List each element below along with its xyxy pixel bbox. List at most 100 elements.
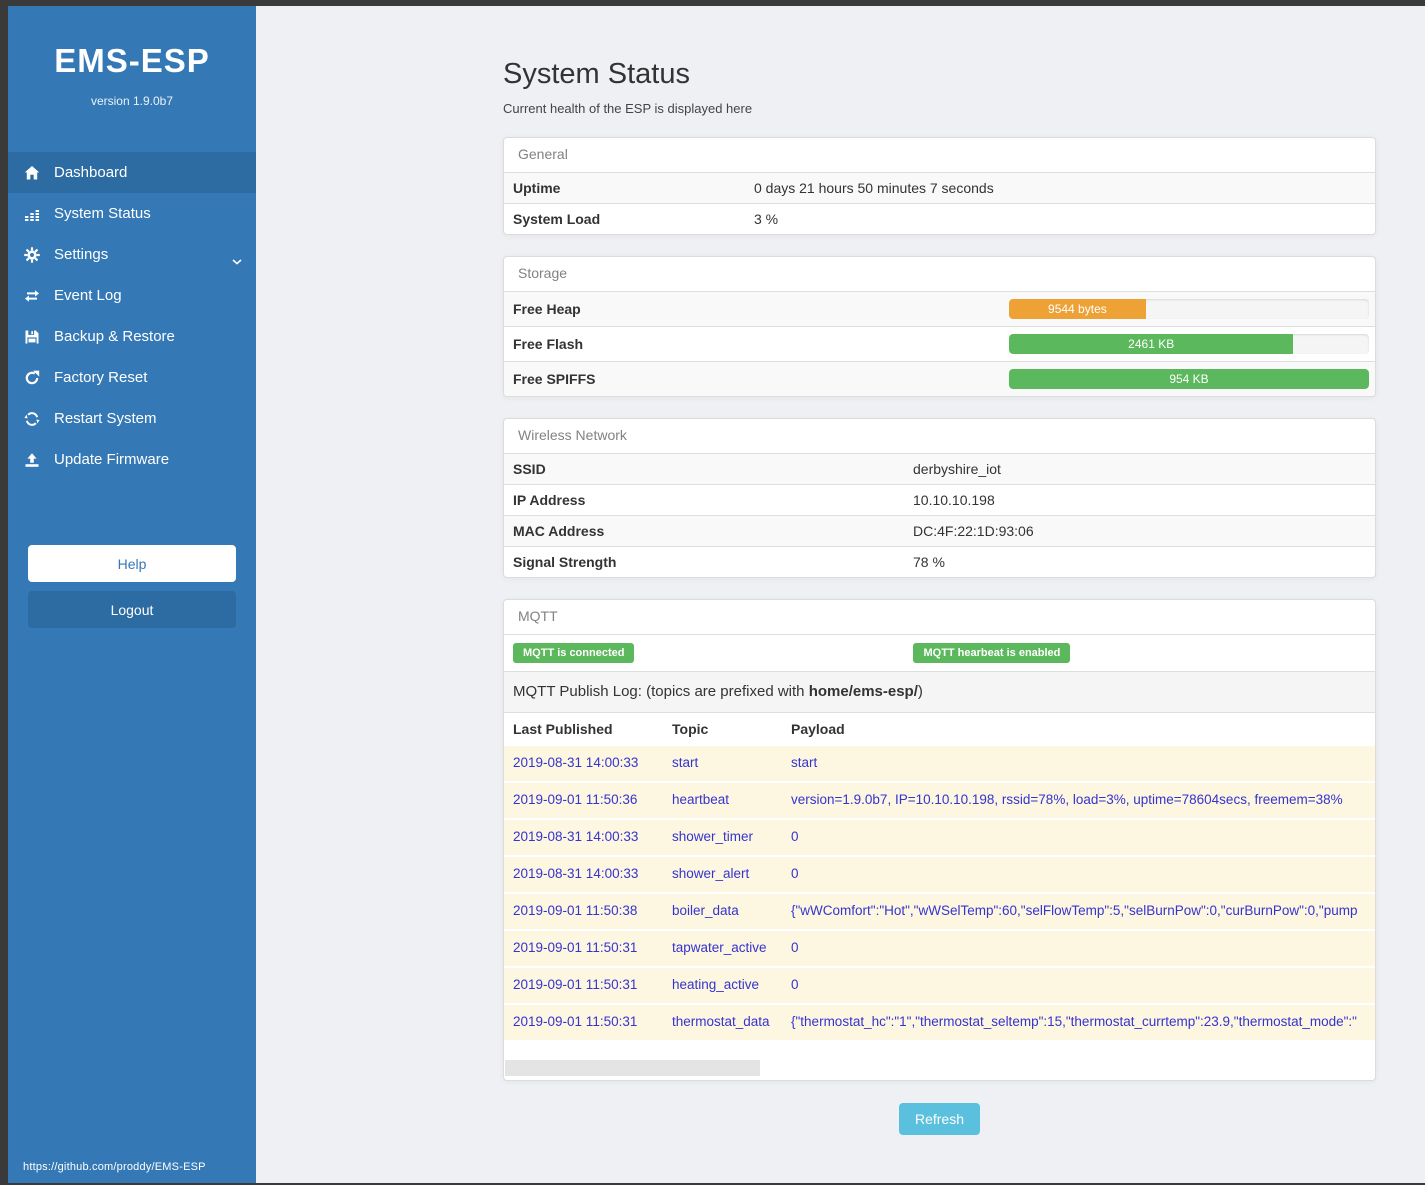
column-payload: Payload xyxy=(791,721,845,737)
logout-button[interactable]: Logout xyxy=(28,591,236,628)
sidebar-item-dashboard[interactable]: Dashboard xyxy=(8,152,256,193)
mac-address-value: DC:4F:22:1D:93:06 xyxy=(913,523,1034,539)
log-timestamp: 2019-08-31 14:00:33 xyxy=(513,829,639,844)
exchange-icon xyxy=(23,288,41,304)
publish-log-prefix: MQTT Publish Log: (topics are prefixed w… xyxy=(513,683,809,700)
log-timestamp: 2019-09-01 11:50:38 xyxy=(513,903,638,918)
log-timestamp: 2019-09-01 11:50:31 xyxy=(513,977,638,992)
free-heap-progress-track: 9544 bytes xyxy=(1009,299,1369,319)
help-button[interactable]: Help xyxy=(28,545,236,582)
log-topic: shower_timer xyxy=(672,829,754,844)
chevron-down-icon xyxy=(232,252,242,269)
sidebar-item-label: Update Firmware xyxy=(54,451,170,468)
log-topic: tapwater_active xyxy=(672,940,767,955)
table-row: 2019-09-01 11:50:31 tapwater_active 0 xyxy=(504,931,1375,968)
mqtt-table-header: Last Published Topic Payload xyxy=(504,712,1375,746)
gear-icon xyxy=(23,246,41,263)
free-flash-progress-track: 2461 KB xyxy=(1009,334,1369,354)
wireless-panel: Wireless Network SSID derbyshire_iot IP … xyxy=(503,418,1376,578)
scrollbar-thumb[interactable] xyxy=(505,1060,760,1076)
log-payload: 0 xyxy=(791,940,799,955)
save-icon xyxy=(23,329,41,345)
main-area: System Status Current health of the ESP … xyxy=(256,6,1425,1183)
table-row: 2019-08-31 14:00:33 shower_alert 0 xyxy=(504,857,1375,894)
upload-icon xyxy=(23,452,41,468)
log-timestamp: 2019-09-01 11:50:36 xyxy=(513,792,638,807)
general-panel: General Uptime 0 days 21 hours 50 minute… xyxy=(503,137,1376,235)
sidebar-menu: Dashboard System Status xyxy=(8,152,256,480)
log-payload: {"wWComfort":"Hot","wWSelTemp":60,"selFl… xyxy=(791,903,1358,918)
sidebar-item-label: Settings xyxy=(54,246,109,263)
mqtt-connected-badge: MQTT is connected xyxy=(513,643,635,663)
storage-panel: Storage Free Heap 9544 bytes Free Flash … xyxy=(503,256,1376,397)
free-flash-label: Free Flash xyxy=(513,336,584,352)
sidebar-item-settings[interactable]: Settings xyxy=(8,234,256,275)
uptime-label: Uptime xyxy=(513,180,561,196)
sidebar-item-update-firmware[interactable]: Update Firmware xyxy=(8,439,256,480)
log-topic: boiler_data xyxy=(672,903,739,918)
ip-address-label: IP Address xyxy=(513,492,586,508)
mqtt-publish-log-title: MQTT Publish Log: (topics are prefixed w… xyxy=(504,671,1375,712)
log-timestamp: 2019-09-01 11:50:31 xyxy=(513,940,638,955)
publish-log-suffix: ) xyxy=(917,683,923,700)
horizontal-scrollbar[interactable] xyxy=(504,1060,1375,1076)
signal-strength-value: 78 % xyxy=(913,554,945,570)
mqtt-panel: MQTT MQTT is connected MQTT hearbeat is … xyxy=(503,599,1376,1081)
redo-icon xyxy=(23,370,41,386)
table-row: 2019-09-01 11:50:38 boiler_data {"wWComf… xyxy=(504,894,1375,931)
table-bottom-spacer xyxy=(504,1042,1375,1060)
sidebar-item-backup-restore[interactable]: Backup & Restore xyxy=(8,316,256,357)
signal-strength-label: Signal Strength xyxy=(513,554,617,570)
sidebar-item-label: Backup & Restore xyxy=(54,328,175,345)
sidebar-item-factory-reset[interactable]: Factory Reset xyxy=(8,357,256,398)
app-title: EMS-ESP xyxy=(54,42,210,79)
sidebar: EMS-ESP version 1.9.0b7 Dashboard System… xyxy=(8,6,256,1183)
refresh-button[interactable]: Refresh xyxy=(898,1103,981,1135)
log-payload: 0 xyxy=(791,866,799,881)
log-topic: start xyxy=(672,755,699,770)
general-panel-heading: General xyxy=(518,146,568,162)
free-spiffs-row: Free SPIFFS 954 KB xyxy=(504,361,1375,396)
sidebar-item-label: Factory Reset xyxy=(54,369,148,386)
column-topic: Topic xyxy=(672,721,709,737)
sidebar-item-label: Restart System xyxy=(54,410,157,427)
log-topic: shower_alert xyxy=(672,866,750,881)
log-timestamp: 2019-08-31 14:00:33 xyxy=(513,755,639,770)
free-heap-progress-bar: 9544 bytes xyxy=(1009,299,1146,319)
sync-icon xyxy=(23,411,41,427)
table-row: 2019-08-31 14:00:33 shower_timer 0 xyxy=(504,820,1375,857)
github-link[interactable]: https://github.com/proddy/EMS-ESP xyxy=(23,1161,206,1173)
mac-address-label: MAC Address xyxy=(513,523,605,539)
ssid-row: SSID derbyshire_iot xyxy=(504,453,1375,484)
sidebar-item-system-status[interactable]: System Status xyxy=(8,193,256,234)
column-last-published: Last Published xyxy=(513,721,613,737)
ip-address-row: IP Address 10.10.10.198 xyxy=(504,484,1375,515)
free-flash-progress-bar: 2461 KB xyxy=(1009,334,1294,354)
mqtt-panel-heading: MQTT xyxy=(518,608,558,624)
ip-address-value: 10.10.10.198 xyxy=(913,492,995,508)
ssid-label: SSID xyxy=(513,461,546,477)
sidebar-item-restart-system[interactable]: Restart System xyxy=(8,398,256,439)
table-row: 2019-09-01 11:50:36 heartbeat version=1.… xyxy=(504,783,1375,820)
free-heap-label: Free Heap xyxy=(513,301,581,317)
free-spiffs-progress-track: 954 KB xyxy=(1009,369,1369,389)
log-topic: thermostat_data xyxy=(672,1014,770,1029)
uptime-row: Uptime 0 days 21 hours 50 minutes 7 seco… xyxy=(504,172,1375,203)
table-row: 2019-09-01 11:50:31 heating_active 0 xyxy=(504,968,1375,1005)
system-load-label: System Load xyxy=(513,211,601,227)
system-load-value: 3 % xyxy=(754,211,779,227)
page-subtitle: Current health of the ESP is displayed h… xyxy=(503,101,753,116)
log-topic: heating_active xyxy=(672,977,760,992)
sidebar-item-event-log[interactable]: Event Log xyxy=(8,275,256,316)
sidebar-item-label: Event Log xyxy=(54,287,122,304)
free-spiffs-progress-bar: 954 KB xyxy=(1009,369,1369,389)
log-timestamp: 2019-09-01 11:50:31 xyxy=(513,1014,638,1029)
app-frame: EMS-ESP version 1.9.0b7 Dashboard System… xyxy=(8,6,1425,1183)
ssid-value: derbyshire_iot xyxy=(913,461,1001,477)
status-icon xyxy=(23,206,41,222)
free-flash-row: Free Flash 2461 KB xyxy=(504,326,1375,361)
mqtt-badges-row: MQTT is connected MQTT hearbeat is enabl… xyxy=(504,634,1375,671)
storage-panel-heading: Storage xyxy=(518,265,568,281)
uptime-value: 0 days 21 hours 50 minutes 7 seconds xyxy=(754,180,994,196)
page-title: System Status xyxy=(503,58,690,90)
